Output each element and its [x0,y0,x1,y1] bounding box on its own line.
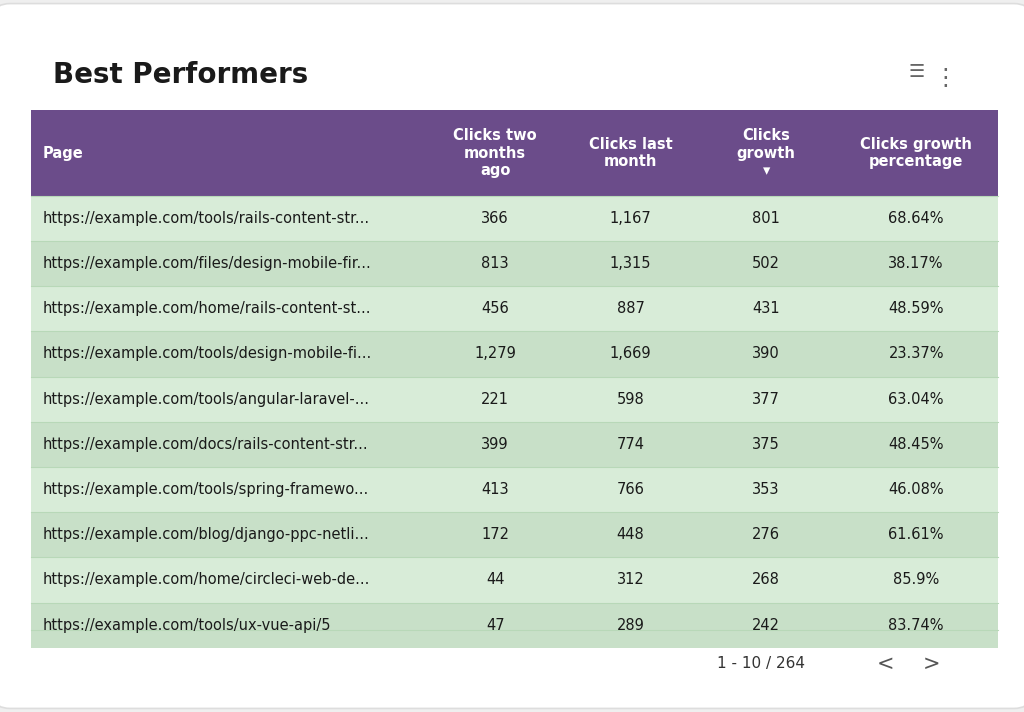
Text: 83.74%: 83.74% [889,618,944,633]
Text: 502: 502 [753,256,780,271]
Text: ☰: ☰ [908,63,925,80]
Text: >: > [923,654,941,674]
Text: https://example.com/home/circleci-web-de...: https://example.com/home/circleci-web-de… [43,572,371,587]
Text: 23.37%: 23.37% [889,347,944,362]
Text: 766: 766 [616,482,645,497]
Text: https://example.com/tools/spring-framewo...: https://example.com/tools/spring-framewo… [43,482,370,497]
Text: 377: 377 [753,392,780,407]
Text: https://example.com/blog/django-ppc-netli...: https://example.com/blog/django-ppc-netl… [43,528,370,543]
Text: 47: 47 [486,618,505,633]
Text: https://example.com/tools/angular-laravel-...: https://example.com/tools/angular-larave… [43,392,370,407]
Text: Clicks two
months
ago: Clicks two months ago [454,128,537,178]
Text: 774: 774 [616,437,645,452]
Text: 448: 448 [616,528,644,543]
Text: https://example.com/tools/rails-content-str...: https://example.com/tools/rails-content-… [43,211,370,226]
Text: 801: 801 [753,211,780,226]
Text: 44: 44 [486,572,505,587]
Text: 38.17%: 38.17% [889,256,944,271]
Text: https://example.com/files/design-mobile-fir...: https://example.com/files/design-mobile-… [43,256,372,271]
Text: 242: 242 [753,618,780,633]
Text: 1 - 10 / 264: 1 - 10 / 264 [717,656,805,671]
Text: 268: 268 [753,572,780,587]
Text: 1,167: 1,167 [610,211,651,226]
Text: 598: 598 [616,392,644,407]
Text: https://example.com/tools/design-mobile-fi...: https://example.com/tools/design-mobile-… [43,347,373,362]
Text: 813: 813 [481,256,509,271]
Text: 221: 221 [481,392,509,407]
Text: 1,315: 1,315 [610,256,651,271]
Text: 375: 375 [753,437,780,452]
Text: 312: 312 [616,572,644,587]
Text: ⋮: ⋮ [933,66,957,90]
Text: 276: 276 [753,528,780,543]
Text: 289: 289 [616,618,645,633]
Text: 399: 399 [481,437,509,452]
Text: https://example.com/tools/ux-vue-api/5: https://example.com/tools/ux-vue-api/5 [43,618,332,633]
Text: 61.61%: 61.61% [889,528,944,543]
Text: 48.59%: 48.59% [889,301,944,316]
Text: Clicks growth
percentage: Clicks growth percentage [860,137,972,169]
Text: <: < [877,654,895,674]
Text: 63.04%: 63.04% [889,392,944,407]
Text: Best Performers: Best Performers [53,61,308,88]
Text: 46.08%: 46.08% [889,482,944,497]
Text: Clicks
growth
▾: Clicks growth ▾ [736,128,796,178]
Text: https://example.com/docs/rails-content-str...: https://example.com/docs/rails-content-s… [43,437,369,452]
Text: Clicks last
month: Clicks last month [589,137,673,169]
Text: 390: 390 [753,347,780,362]
Text: 1,669: 1,669 [610,347,651,362]
Text: 85.9%: 85.9% [893,572,939,587]
Text: 413: 413 [481,482,509,497]
Text: 431: 431 [753,301,780,316]
Text: 1,279: 1,279 [474,347,516,362]
Text: https://example.com/home/rails-content-st...: https://example.com/home/rails-content-s… [43,301,372,316]
Text: 353: 353 [753,482,780,497]
Text: 366: 366 [481,211,509,226]
Text: 887: 887 [616,301,645,316]
Text: 68.64%: 68.64% [889,211,944,226]
Text: 456: 456 [481,301,509,316]
Text: Page: Page [43,145,84,161]
Text: 172: 172 [481,528,509,543]
Text: 48.45%: 48.45% [889,437,944,452]
